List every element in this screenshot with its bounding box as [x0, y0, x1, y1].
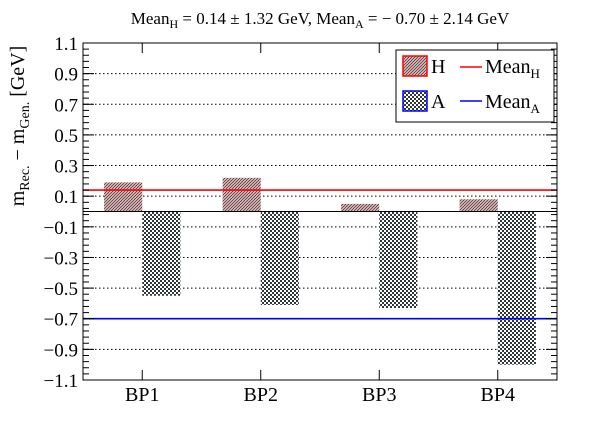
- y-tick-label: 0.7: [54, 95, 78, 116]
- x-tick-label: BP1: [125, 384, 159, 406]
- x-tick-label: BP2: [244, 384, 278, 406]
- legend-swatch-h: [402, 55, 428, 77]
- y-tick-label: −0.7: [44, 310, 78, 331]
- y-tick-label: −0.5: [44, 279, 78, 300]
- y-tick-label: −0.1: [44, 218, 78, 239]
- bar-h-bp3: [341, 203, 380, 212]
- legend-label-mean-h: MeanH: [485, 56, 540, 81]
- bar-a-bp1: [142, 211, 181, 296]
- legend: H MeanH A MeanA: [395, 49, 555, 123]
- y-tick-label: 0.9: [54, 65, 78, 86]
- chart-title: MeanH = 0.14 ± 1.32 GeV, MeanA = − 0.70 …: [131, 9, 510, 31]
- legend-label-h: H: [431, 56, 445, 78]
- y-tick-label: 0.1: [54, 187, 78, 208]
- x-tick-label: BP3: [362, 384, 396, 406]
- bar-h-bp4: [459, 199, 498, 212]
- bar-a-bp2: [260, 211, 299, 305]
- y-tick-label: 0.5: [54, 126, 78, 147]
- x-tick-labels: BP1 BP2 BP3 BP4: [125, 384, 515, 406]
- legend-label-a: A: [431, 91, 446, 113]
- y-tick-label: 0.3: [54, 157, 78, 178]
- bar-h-bp2: [222, 177, 261, 212]
- mean-lines: [83, 189, 557, 320]
- x-tick-label: BP4: [481, 384, 515, 406]
- y-tick-labels: 1.1 0.9 0.7 0.5 0.3 0.1 −0.1 −0.3 −0.5 −0.7 −0.9 −1…: [44, 34, 78, 392]
- bar-h-bp1: [104, 182, 143, 212]
- y-axis-label: mRec. − mGen. [GeV]: [7, 46, 33, 207]
- legend-swatch-a: [402, 90, 428, 112]
- y-tick-label: −1.1: [44, 371, 78, 392]
- bar-a-bp3: [379, 211, 418, 309]
- y-tick-label: −0.3: [44, 248, 78, 269]
- bars: [104, 177, 536, 365]
- y-tick-label: 1.1: [54, 34, 78, 55]
- plot-frame: [82, 42, 558, 381]
- y-tick-label: −0.9: [44, 340, 78, 361]
- bar-a-bp4: [497, 211, 536, 365]
- legend-label-mean-a: MeanA: [485, 91, 541, 116]
